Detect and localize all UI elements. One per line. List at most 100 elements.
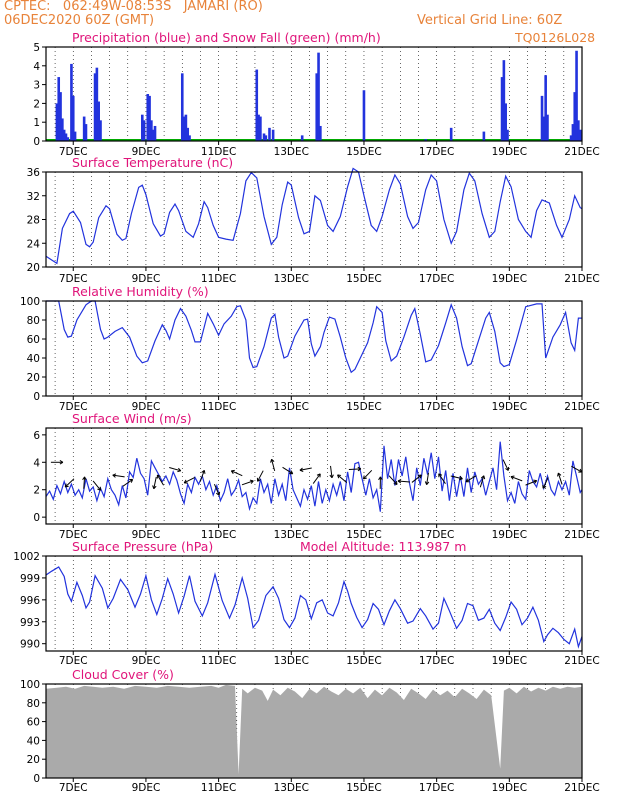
series-line	[45, 566, 583, 649]
precip-bar	[257, 114, 260, 141]
y-tick-label: 80	[27, 698, 40, 710]
wind-arrow	[450, 475, 463, 480]
precip-bar	[500, 77, 504, 141]
precip-bar	[262, 133, 266, 141]
precip-bar	[182, 116, 186, 141]
x-tick-label: 9DEC	[132, 782, 161, 794]
precip-bar	[55, 103, 59, 141]
panel-title: Surface Wind (m/s)	[72, 411, 192, 426]
x-tick-label: 7DEC	[59, 401, 88, 413]
x-tick-label: 11DEC	[201, 401, 236, 413]
precip-bar	[71, 95, 75, 141]
wind-arrow-head	[438, 473, 443, 478]
y-tick-label: 40	[27, 353, 40, 365]
precip-bar	[142, 120, 146, 141]
wind-arrow-head	[458, 475, 463, 481]
cloud-area	[46, 684, 582, 778]
y-tick-label: 996	[20, 595, 40, 607]
wind-arrow-head	[510, 475, 515, 480]
y-tick-label: 100	[20, 679, 40, 691]
y-tick-label: 0	[33, 136, 40, 148]
x-tick-label: 9DEC	[132, 655, 161, 667]
x-tick-label: 15DEC	[346, 782, 381, 794]
wind-arrow	[156, 474, 164, 486]
wind-arrow	[153, 476, 157, 489]
precip-bar	[97, 101, 100, 141]
x-tick-label: 15DEC	[346, 146, 381, 158]
precip-bar	[148, 95, 151, 141]
y-tick-label: 20	[27, 754, 40, 766]
x-tick-label: 17DEC	[419, 529, 454, 541]
wind-arrow-head	[542, 484, 547, 489]
wind-arrow-head	[201, 469, 206, 474]
precip-bar	[57, 77, 61, 141]
header-grid-note: Vertical Grid Line: 60Z	[417, 13, 563, 28]
x-tick-label: 7DEC	[59, 273, 88, 285]
wind-arrow	[479, 475, 485, 488]
precip-bar	[186, 127, 190, 141]
model-code: TQ0126L028	[514, 30, 595, 45]
x-tick-label: 13DEC	[274, 782, 309, 794]
panel-6: 0 20 40 60 80 100 7DEC 9DEC 11DEC 13DEC 15DEC 17DEC…	[20, 667, 600, 794]
panel-2: 20 24 28 32 36 7DEC 9DEC 11DEC 13DEC 15DEC 17DEC 19…	[27, 155, 600, 285]
y-tick-label: 1002	[13, 551, 40, 563]
x-tick-label: 15DEC	[346, 529, 381, 541]
wind-arrow-head	[533, 479, 538, 484]
y-tick-label: 28	[27, 215, 40, 227]
x-tick-label: 21DEC	[564, 146, 599, 158]
wind-arrow	[169, 467, 181, 472]
precip-bar	[449, 127, 453, 141]
y-tick-label: 5	[33, 42, 40, 54]
precip-bar	[577, 120, 580, 141]
y-tick-label: 993	[20, 617, 40, 629]
x-tick-label: 9DEC	[132, 401, 161, 413]
y-tick-label: 24	[27, 238, 41, 250]
wind-arrow	[397, 480, 410, 483]
wind-arrow-head	[177, 467, 182, 473]
wind-arrow	[510, 476, 523, 482]
panel-4: 0 2 4 6 7DEC 9DEC 11DEC 13DEC 15DEC 17DEC 19DEC 21D…	[33, 411, 599, 541]
precip-bar	[578, 129, 582, 141]
x-tick-label: 19DEC	[492, 529, 527, 541]
wind-arrow	[502, 459, 509, 471]
x-tick-label: 11DEC	[201, 529, 236, 541]
precip-bar	[150, 120, 153, 141]
y-tick-label: 60	[27, 717, 40, 729]
precip-bar	[573, 92, 577, 141]
y-tick-label: 60	[27, 334, 40, 346]
wind-arrow	[64, 478, 75, 488]
wind-arrow	[122, 479, 133, 487]
wind-arrow-head	[337, 474, 342, 479]
header-date: 06DEC2020 60Z (GMT)	[4, 13, 155, 28]
panel-title: Relative Humidity (%)	[72, 284, 209, 299]
x-tick-label: 11DEC	[201, 782, 236, 794]
wind-arrow-head	[256, 477, 261, 482]
wind-arrow	[525, 480, 537, 486]
wind-arrow-head	[357, 466, 362, 472]
x-tick-label: 7DEC	[59, 529, 88, 541]
panel-title: Surface Pressure (hPa)	[72, 539, 213, 554]
x-tick-label: 13DEC	[274, 146, 309, 158]
wind-arrow-head	[424, 481, 430, 485]
x-tick-label: 21DEC	[564, 401, 599, 413]
precip-bar	[540, 95, 544, 141]
y-tick-label: 0	[33, 512, 40, 524]
panel-frame	[45, 171, 583, 268]
precip-bar	[569, 135, 573, 141]
wind-arrow-head	[152, 485, 157, 490]
series-line	[46, 300, 582, 374]
wind-arrow	[312, 473, 321, 484]
panel-frame	[45, 427, 583, 525]
wind-arrow-head	[183, 479, 188, 484]
panel-title: Precipitation (blue) and Snow Fall (gree…	[72, 30, 381, 45]
y-tick-label: 4	[33, 61, 40, 73]
precip-bar	[317, 52, 320, 141]
wind-arrow	[571, 465, 583, 473]
wind-arrow-head	[299, 467, 304, 472]
wind-arrow	[557, 472, 563, 485]
x-tick-label: 7DEC	[59, 655, 88, 667]
x-tick-label: 11DEC	[201, 655, 236, 667]
panel-frame	[45, 46, 583, 142]
wind-arrow	[199, 470, 205, 482]
precip-bar	[315, 73, 319, 141]
